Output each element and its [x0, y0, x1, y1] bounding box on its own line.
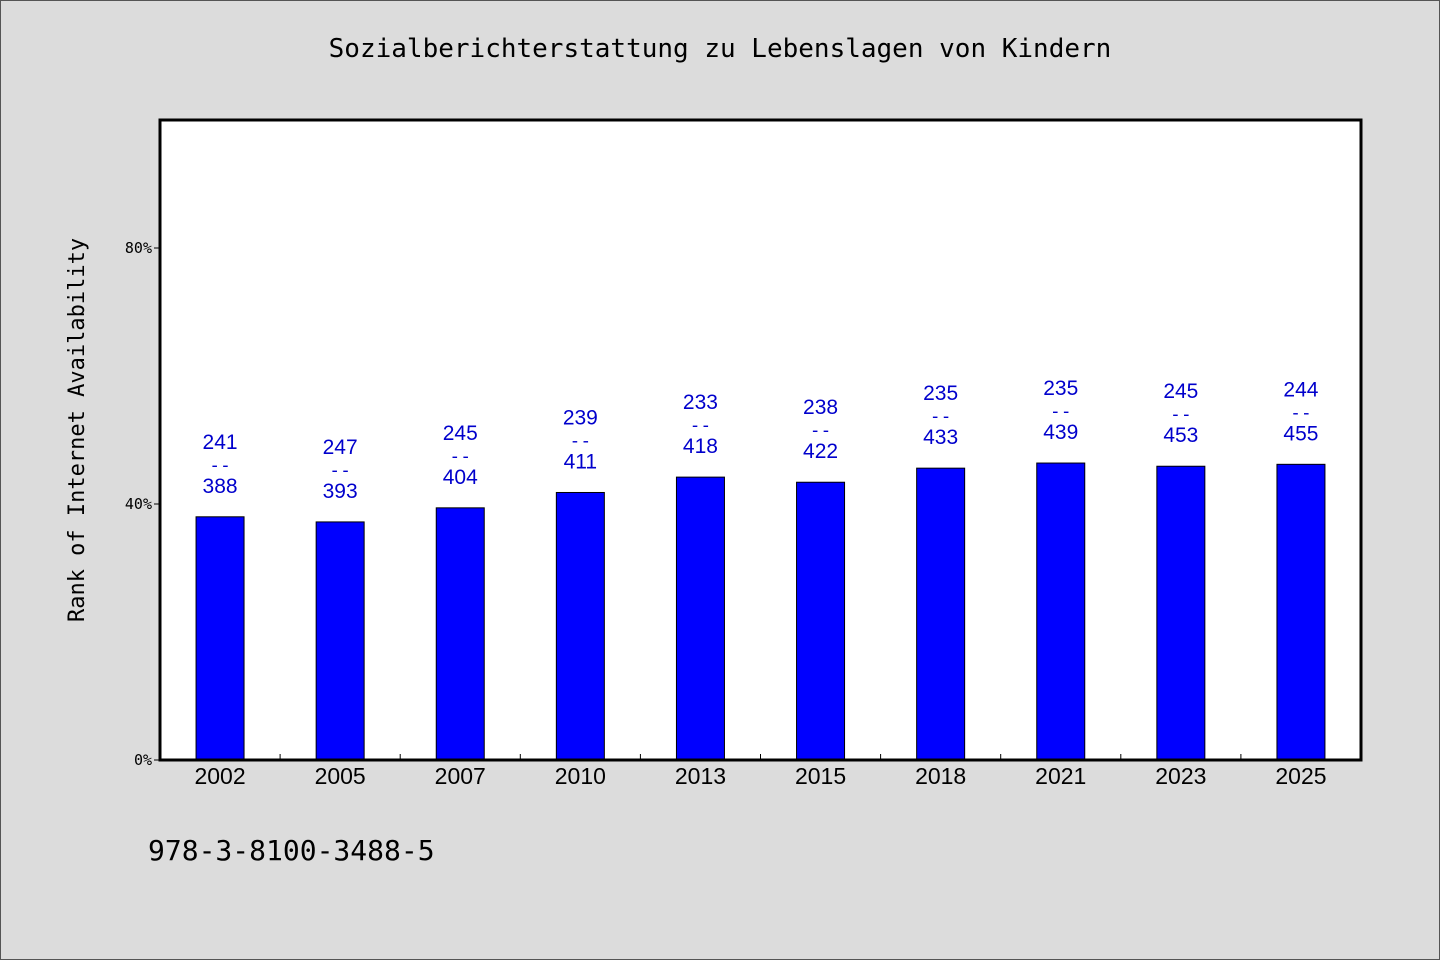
data-label-separator: -- — [570, 430, 592, 451]
bar — [1276, 463, 1326, 761]
data-label-bottom: 411 — [564, 450, 597, 473]
data-label-bottom: 439 — [1043, 421, 1078, 444]
data-label-top: 244 — [1283, 378, 1318, 401]
data-label-separator: -- — [1170, 404, 1192, 425]
x-tick-label: 2010 — [555, 763, 606, 789]
data-label-top: 245 — [443, 422, 478, 445]
y-tick-label: 40% — [125, 495, 152, 513]
x-tick-label: 2002 — [194, 763, 245, 789]
x-tick-label: 2007 — [435, 763, 486, 789]
x-tick-label: 2015 — [795, 763, 846, 789]
bar — [916, 467, 966, 761]
data-label-separator: -- — [1050, 401, 1072, 422]
data-label-bottom: 453 — [1163, 424, 1198, 447]
data-label-top: 239 — [563, 406, 598, 429]
x-tick-label: 2025 — [1275, 763, 1326, 789]
data-label-top: 238 — [803, 396, 838, 419]
data-label-top: 235 — [1043, 377, 1078, 400]
data-label-separator: -- — [810, 420, 832, 441]
data-label-separator: -- — [930, 406, 952, 427]
data-label-separator: -- — [1290, 402, 1312, 423]
bar — [675, 476, 725, 761]
x-tick-label: 2023 — [1155, 763, 1206, 789]
data-label-bottom: 393 — [323, 480, 358, 503]
data-label-bottom: 433 — [923, 426, 958, 449]
bar — [796, 481, 846, 761]
data-label-top: 241 — [203, 431, 238, 454]
chart-title: Sozialberichterstattung zu Lebenslagen v… — [328, 34, 1112, 64]
data-label-separator: -- — [449, 446, 471, 467]
plot-border — [158, 118, 1363, 762]
data-label-bottom: 422 — [803, 440, 838, 463]
x-tick-label: 2018 — [915, 763, 966, 789]
bar — [435, 507, 485, 761]
data-label-separator: -- — [690, 415, 712, 436]
bar — [195, 516, 245, 761]
data-label-top: 235 — [923, 382, 958, 405]
data-label-bottom: 455 — [1283, 422, 1318, 445]
data-label-bottom: 418 — [683, 435, 718, 458]
bar — [1156, 465, 1206, 761]
isbn-label: 978-3-8100-3488-5 — [148, 834, 435, 867]
x-tick-label: 2013 — [675, 763, 726, 789]
data-label-separator: -- — [329, 460, 351, 481]
bar — [555, 491, 605, 761]
data-label-bottom: 404 — [443, 466, 478, 489]
data-label-top: 233 — [683, 391, 718, 414]
x-tick-label: 2021 — [1035, 763, 1086, 789]
bar — [315, 521, 365, 761]
data-label-separator: -- — [209, 455, 231, 476]
bar — [1036, 462, 1086, 761]
y-tick-label: 80% — [125, 239, 152, 257]
x-tick-label: 2005 — [315, 763, 366, 789]
data-label-bottom: 388 — [203, 475, 238, 498]
data-label-top: 247 — [323, 436, 358, 459]
y-axis-label: Rank of Internet Availability — [65, 238, 90, 622]
data-label-top: 245 — [1163, 380, 1198, 403]
y-tick-label: 0% — [134, 751, 152, 769]
